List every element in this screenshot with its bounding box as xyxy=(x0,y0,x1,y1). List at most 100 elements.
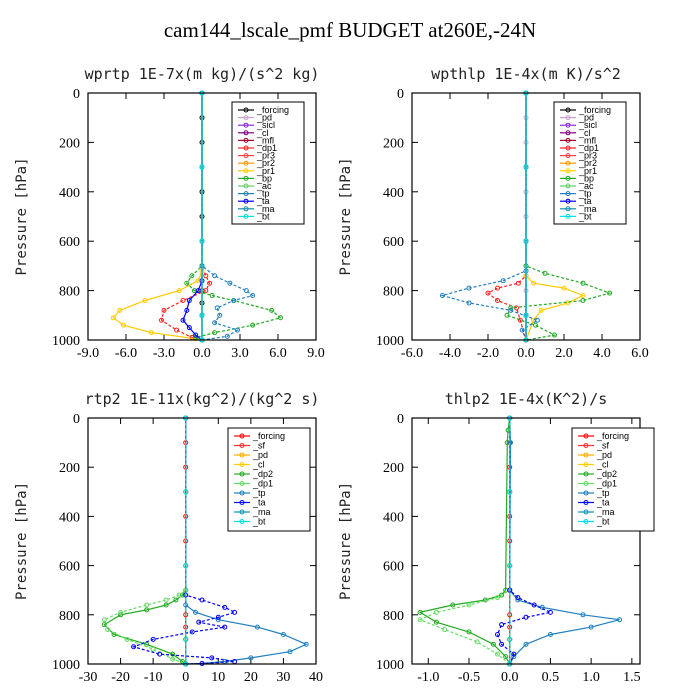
legend-marker xyxy=(239,471,245,477)
legend-label: _pr1 xyxy=(578,166,597,176)
x-tick-label: -9.0 xyxy=(77,346,99,361)
x-tick-label: -10 xyxy=(144,670,163,685)
y-tick-label: 1000 xyxy=(52,658,80,673)
legend-label: _tp xyxy=(596,488,610,498)
legend-marker xyxy=(565,122,571,128)
legend-label: _ac xyxy=(578,181,594,191)
legend-marker xyxy=(583,490,589,496)
data-point_tp xyxy=(534,317,540,323)
legend-marker xyxy=(583,443,589,448)
y-tick-label: 600 xyxy=(59,235,80,250)
data-point_bt xyxy=(507,636,513,642)
data-point_pr1 xyxy=(561,285,567,291)
y-tick-label: 600 xyxy=(59,560,80,575)
legend-marker xyxy=(565,213,571,219)
x-tick-label: 2.0 xyxy=(555,346,573,361)
panel-title: wpthlp 1E-4x(m K)/s^2 xyxy=(431,65,621,83)
chart-panel-wprtp: wprtp 1E-7x(m kg)/(s^2 kg) Pressure [hPa]… xyxy=(14,65,325,361)
legend-label: _bp xyxy=(256,173,272,183)
x-tick-label: 0.5 xyxy=(542,670,560,685)
data-point_dp1 xyxy=(417,617,423,623)
data-point_bp xyxy=(580,280,586,286)
legend-marker xyxy=(583,462,589,467)
data-point_tp xyxy=(243,288,249,294)
series-line_dp2 xyxy=(418,417,511,665)
legend-marker xyxy=(565,168,571,174)
data-point_dp1 xyxy=(207,280,213,286)
data-point_bp xyxy=(212,330,218,336)
y-axis-label: Pressure [hPa] xyxy=(14,482,30,600)
data-point_bp xyxy=(184,280,190,286)
x-tick-label: -3.0 xyxy=(153,346,175,361)
legend-label: _cl xyxy=(578,128,591,138)
data-point_dp1 xyxy=(515,280,521,286)
legend-marker xyxy=(565,145,571,151)
data-point_ta xyxy=(186,297,192,303)
legend-label: _mfl xyxy=(256,135,274,145)
data-point_dp1 xyxy=(180,297,186,303)
legend-marker xyxy=(243,183,249,189)
legend-marker xyxy=(243,160,249,166)
legend-label: _pr3 xyxy=(256,151,275,161)
series-line_tp xyxy=(440,93,539,341)
legend-marker xyxy=(565,183,571,189)
y-tick-label: 400 xyxy=(383,510,404,525)
x-tick-label: 9.0 xyxy=(307,346,325,361)
data-point_ta xyxy=(196,619,202,625)
legend-marker xyxy=(243,213,249,219)
data-point_dp2 xyxy=(490,641,496,647)
data-point_tp xyxy=(515,597,521,603)
data-point_tp xyxy=(212,320,218,326)
data-point_pr1 xyxy=(117,307,123,313)
legend-marker xyxy=(243,206,249,212)
data-point_dp1 xyxy=(433,609,439,615)
y-tick-label: 400 xyxy=(59,510,80,525)
legend-marker xyxy=(565,137,571,143)
data-point_tp xyxy=(234,327,240,333)
legend-label: _dp1 xyxy=(252,479,273,489)
legend-label: _ma xyxy=(256,204,275,214)
legend-marker xyxy=(239,462,245,467)
data-point_tp xyxy=(287,649,293,655)
x-tick-label: -6.0 xyxy=(115,346,137,361)
legend-label: _cl xyxy=(256,128,269,138)
data-point_dp2 xyxy=(503,654,509,660)
series-line_pr1 xyxy=(112,93,203,341)
data-point_bp xyxy=(533,322,538,328)
data-point_tp xyxy=(231,297,237,303)
data-point_dp2 xyxy=(433,619,439,625)
data-point_dp2 xyxy=(170,651,176,657)
data-point_dp1 xyxy=(118,609,124,615)
legend-label: _bp xyxy=(578,173,594,183)
data-point_pr1 xyxy=(580,293,586,299)
legend-marker xyxy=(239,443,245,448)
data-point_bt xyxy=(523,238,529,244)
legend-label: _pr2 xyxy=(256,158,275,168)
data-point_dp1 xyxy=(144,602,150,608)
data-point_ta xyxy=(547,609,553,615)
y-axis-label: Pressure [hPa] xyxy=(14,157,30,275)
x-tick-label: -2.0 xyxy=(477,346,499,361)
data-point_dp2 xyxy=(499,592,505,598)
x-tick-label: -4.0 xyxy=(439,346,461,361)
series-line_ta xyxy=(496,418,553,665)
x-tick-label: 30 xyxy=(276,670,290,685)
data-point_pr1 xyxy=(110,315,116,321)
y-tick-label: 0 xyxy=(73,87,80,102)
legend-marker xyxy=(239,433,245,439)
data-point_bp xyxy=(269,307,275,313)
data-point_ta xyxy=(511,651,517,657)
data-point_dp2 xyxy=(101,622,107,628)
x-tick-label: 0 xyxy=(182,670,189,685)
data-point_bp xyxy=(209,293,215,299)
data-point_dp2 xyxy=(173,597,179,603)
panel-title: thlp2 1E-4x(K^2)/s xyxy=(445,390,608,408)
data-point_pr1 xyxy=(565,300,571,306)
data-point_dp1 xyxy=(485,290,491,296)
legend-label: _ac xyxy=(256,181,272,191)
y-tick-label: 600 xyxy=(383,560,404,575)
data-point_dp1 xyxy=(176,592,182,598)
legend-label: _dp2 xyxy=(596,469,617,479)
data-point_bp xyxy=(607,290,613,296)
data-point_ta xyxy=(199,597,205,603)
